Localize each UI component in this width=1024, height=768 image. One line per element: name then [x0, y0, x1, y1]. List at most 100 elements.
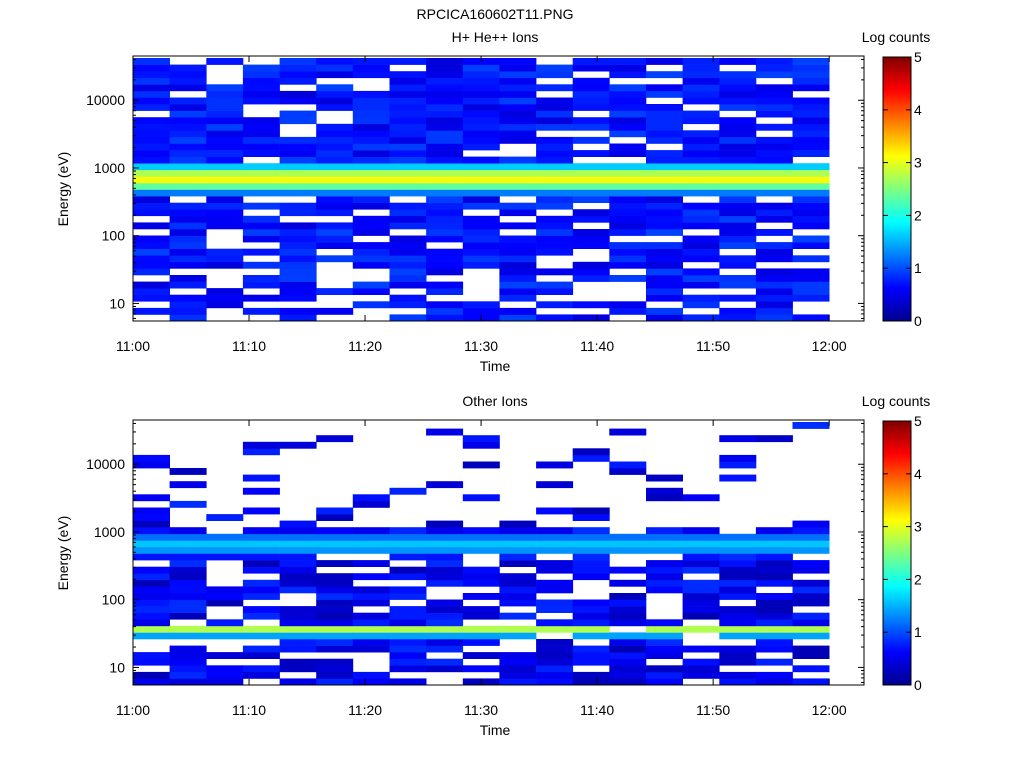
- spectrogram-cell: [499, 189, 537, 197]
- spectrogram-cell: [572, 64, 610, 72]
- spectrogram-cell: [462, 169, 500, 177]
- spectrogram-cell: [279, 275, 317, 282]
- spectrogram-cell: [719, 461, 757, 469]
- spectrogram-cell: [426, 235, 464, 243]
- spectrogram-cell: [536, 215, 574, 223]
- spectrogram-cell: [352, 123, 390, 131]
- x-axis-label: Time: [480, 358, 511, 374]
- spectrogram-cell: [792, 527, 830, 535]
- spectrogram-cell: [206, 209, 244, 217]
- spectrogram-cell: [316, 586, 354, 594]
- spectrogram-cell: [316, 639, 354, 646]
- y-tick-label: 1000: [94, 524, 125, 540]
- spectrogram-cell: [426, 136, 464, 144]
- spectrogram-cell: [169, 222, 207, 230]
- spectrogram-cell: [389, 242, 427, 249]
- spectrogram-cell: [499, 261, 537, 269]
- spectrogram-cell: [646, 474, 683, 482]
- spectrogram-cell: [682, 527, 720, 535]
- spectrogram-cell: [279, 294, 317, 302]
- spectrogram-cell: [536, 566, 574, 574]
- spectrogram-cell: [352, 255, 390, 263]
- spectrogram-cell: [206, 586, 244, 594]
- spectrogram-cell: [206, 136, 244, 144]
- spectrogram-cell: [646, 84, 683, 92]
- spectrogram-cell: [352, 639, 390, 646]
- spectrogram-cell: [462, 176, 500, 184]
- spectrogram-cell: [609, 84, 647, 92]
- spectrogram-cell: [792, 586, 830, 594]
- spectrogram-cell: [609, 566, 647, 574]
- colorbar-label: Log counts: [862, 393, 931, 409]
- spectrogram-cell: [389, 546, 427, 554]
- spectrogram-cell: [572, 566, 610, 574]
- spectrogram-cell: [352, 301, 390, 309]
- spectrogram-cell: [206, 625, 244, 633]
- spectrogram-cell: [572, 97, 610, 105]
- spectrogram-cell: [169, 500, 207, 508]
- spectrogram-cell: [389, 533, 427, 541]
- spectrogram-cell: [242, 136, 280, 144]
- spectrogram-cell: [755, 90, 793, 98]
- spectrogram-cell: [609, 209, 647, 217]
- spectrogram-cell: [352, 229, 390, 236]
- spectrogram-cell: [352, 248, 390, 256]
- spectrogram-cell: [316, 143, 354, 151]
- panel-h-he-ions: H+ He++ Ions 11:00 11:10 11:20 11:30 11:40 11…: [55, 29, 930, 374]
- spectrogram-cell: [279, 540, 317, 548]
- spectrogram-cell: [316, 163, 354, 171]
- spectrogram-cell: [169, 123, 207, 131]
- spectrogram-cell: [169, 652, 207, 659]
- spectrogram-cell: [316, 242, 354, 249]
- spectrogram-cell: [426, 215, 464, 223]
- spectrogram-cell: [682, 136, 720, 144]
- spectrogram-cell: [352, 671, 390, 679]
- spectrogram-cell: [206, 196, 244, 203]
- spectrogram-cell: [682, 156, 720, 164]
- spectrogram-cell: [242, 586, 280, 594]
- spectrogram-cell: [206, 652, 244, 659]
- spectrogram-cell: [682, 540, 720, 548]
- spectrogram-cell: [646, 632, 683, 640]
- spectrogram-cell: [242, 474, 280, 482]
- spectrogram-cell: [646, 619, 683, 627]
- spectrogram-cell: [206, 593, 244, 600]
- spectrogram-cell: [462, 566, 500, 574]
- spectrogram-cell: [719, 229, 757, 236]
- spectrogram-cell: [609, 606, 647, 613]
- spectrogram-cell: [499, 242, 537, 249]
- spectrogram-cell: [536, 110, 574, 118]
- spectrogram-cell: [719, 435, 757, 443]
- spectrogram-cell: [389, 110, 427, 118]
- spectrogram-cell: [755, 307, 793, 315]
- spectrogram-cell: [242, 90, 280, 98]
- spectrogram-cell: [389, 281, 427, 289]
- spectrogram-cell: [426, 130, 464, 138]
- x-tick-label: 12:00: [812, 702, 847, 718]
- y-tick-label: 10000: [86, 456, 125, 472]
- spectrogram-cell: [682, 301, 720, 309]
- spectrogram-cell: [279, 533, 317, 541]
- spectrogram-cell: [646, 130, 683, 138]
- spectrogram-cell: [389, 255, 427, 263]
- spectrogram-cell: [536, 625, 574, 633]
- spectrogram-cell: [755, 97, 793, 105]
- spectrogram-cell: [572, 533, 610, 541]
- spectrogram-cell: [316, 202, 354, 210]
- spectrogram-cell: [462, 110, 500, 118]
- spectrogram-cell: [206, 288, 244, 295]
- spectrogram-cell: [536, 507, 574, 515]
- spectrogram-cell: [389, 235, 427, 243]
- spectrogram-cell: [316, 619, 354, 627]
- spectrogram-cell: [682, 176, 720, 184]
- spectrogram-cell: [536, 71, 574, 79]
- spectrogram-cell: [242, 117, 280, 125]
- colorbar-tick-label: 2: [914, 207, 922, 223]
- spectrogram-cell: [499, 560, 537, 567]
- spectrogram-cell: [316, 182, 354, 190]
- spectrogram-cell: [609, 196, 647, 203]
- spectrogram-cell: [646, 156, 683, 164]
- spectrogram-cell: [609, 599, 647, 607]
- spectrogram-cell: [316, 90, 354, 98]
- spectrogram-cell: [755, 639, 793, 646]
